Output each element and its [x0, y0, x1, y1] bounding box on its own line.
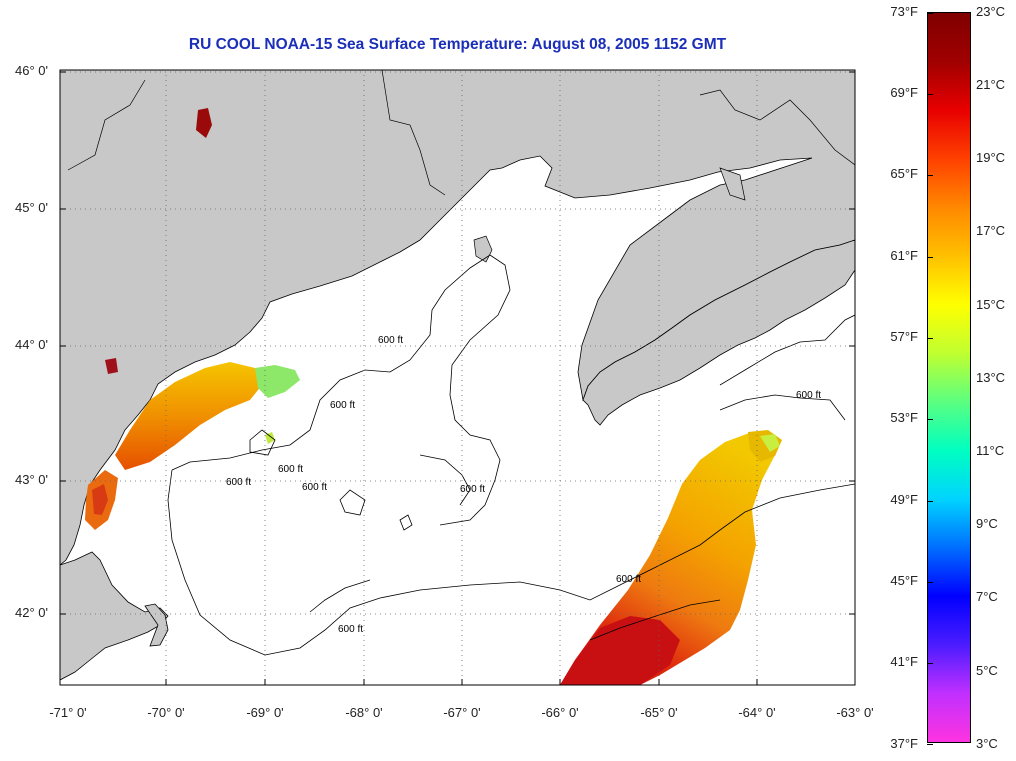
colorbar-tick	[927, 501, 933, 502]
temperature-colorbar	[927, 12, 971, 745]
colorbar-c-label: 5°C	[976, 663, 998, 678]
lat-label: 45° 0'	[15, 200, 48, 215]
map-frame	[59, 69, 856, 686]
contour-label: 600 ft	[330, 400, 355, 411]
lon-label: -65° 0'	[640, 705, 678, 720]
colorbar-c-label: 9°C	[976, 516, 998, 531]
map-plot-area	[60, 70, 855, 685]
lon-label: -68° 0'	[345, 705, 383, 720]
colorbar-c-label: 15°C	[976, 297, 1006, 312]
colorbar-f-label: 49°F	[890, 492, 918, 507]
colorbar-tick	[927, 13, 933, 14]
colorbar-tick	[927, 744, 933, 745]
colorbar-c-label: 11°C	[976, 443, 1005, 458]
contour-labels: 600 ft 600 ft 600 ft 600 ft 600 ft 600 f…	[226, 335, 821, 635]
colorbar-tick	[927, 175, 933, 176]
colorbar-f-label: 45°F	[890, 573, 918, 588]
lon-label: -67° 0'	[443, 705, 481, 720]
colorbar-f-label: 65°F	[890, 166, 918, 181]
land-nova-scotia	[582, 239, 855, 426]
colorbar-f-label: 69°F	[890, 85, 918, 100]
contour-label: 600 ft	[796, 390, 821, 401]
contour-label: 600 ft	[302, 482, 327, 493]
contour-label: 600 ft	[460, 484, 485, 495]
lon-label: -69° 0'	[246, 705, 284, 720]
colorbar-f-label: 61°F	[890, 248, 918, 263]
colorbar-tick	[927, 257, 933, 258]
lon-label: -66° 0'	[541, 705, 579, 720]
colorbar-tick	[927, 582, 933, 583]
colorbar-c-label: 21°C	[976, 77, 1006, 92]
colorbar-c-label: 17°C	[976, 223, 1006, 238]
colorbar-c-label: 3°C	[976, 736, 998, 751]
contour-label: 600 ft	[278, 464, 303, 475]
colorbar-c-label: 13°C	[976, 370, 1006, 385]
colorbar-c-label: 7°C	[976, 589, 998, 604]
colorbar-tick	[927, 94, 933, 95]
land-cape-cod	[60, 551, 169, 681]
colorbar-tick	[927, 419, 933, 420]
sst-coastal-maine	[115, 362, 262, 470]
colorbar-f-label: 41°F	[890, 654, 918, 669]
depth-contours	[167, 254, 855, 656]
lon-label: -63° 0'	[836, 705, 874, 720]
colorbar-f-label: 53°F	[890, 410, 918, 425]
colorbar-f-label: 37°F	[890, 736, 918, 751]
sst-gulf-stream	[560, 432, 775, 685]
contour-label: 600 ft	[378, 335, 403, 346]
lat-label: 42° 0'	[15, 605, 48, 620]
axis-ticks	[60, 71, 855, 685]
colorbar-tick	[927, 338, 933, 339]
contour-label: 600 ft	[616, 574, 641, 585]
lon-label: -64° 0'	[738, 705, 776, 720]
colorbar-f-label: 57°F	[890, 329, 918, 344]
contour-label: 600 ft	[338, 624, 363, 635]
lon-label: -71° 0'	[49, 705, 87, 720]
lat-label: 43° 0'	[15, 472, 48, 487]
sst-green-patch	[255, 365, 300, 398]
contour-label: 600 ft	[226, 477, 251, 488]
colorbar-f-label: 73°F	[890, 4, 918, 19]
colorbar-c-label: 19°C	[976, 150, 1006, 165]
colorbar-tick	[927, 663, 933, 664]
colorbar-c-label: 23°C	[976, 4, 1006, 19]
map-title: RU COOL NOAA-15 Sea Surface Temperature:…	[188, 36, 727, 53]
lat-label: 46° 0'	[15, 63, 48, 78]
lon-label: -70° 0'	[147, 705, 185, 720]
lat-label: 44° 0'	[15, 337, 48, 352]
